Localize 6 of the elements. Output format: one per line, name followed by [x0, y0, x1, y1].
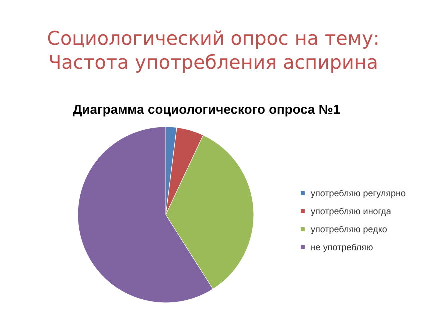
legend-label: употребляю иногда: [310, 206, 392, 216]
legend-label: не употребляю: [310, 242, 374, 252]
legend-label: употребляю регулярно: [310, 188, 406, 198]
legend-label: употребляю редко: [310, 224, 388, 234]
chart-subtitle: Диаграмма социологического опроса №1: [73, 102, 341, 117]
chart-title: Социологический опрос на тему: Частота употребления аспирина: [47, 28, 380, 74]
